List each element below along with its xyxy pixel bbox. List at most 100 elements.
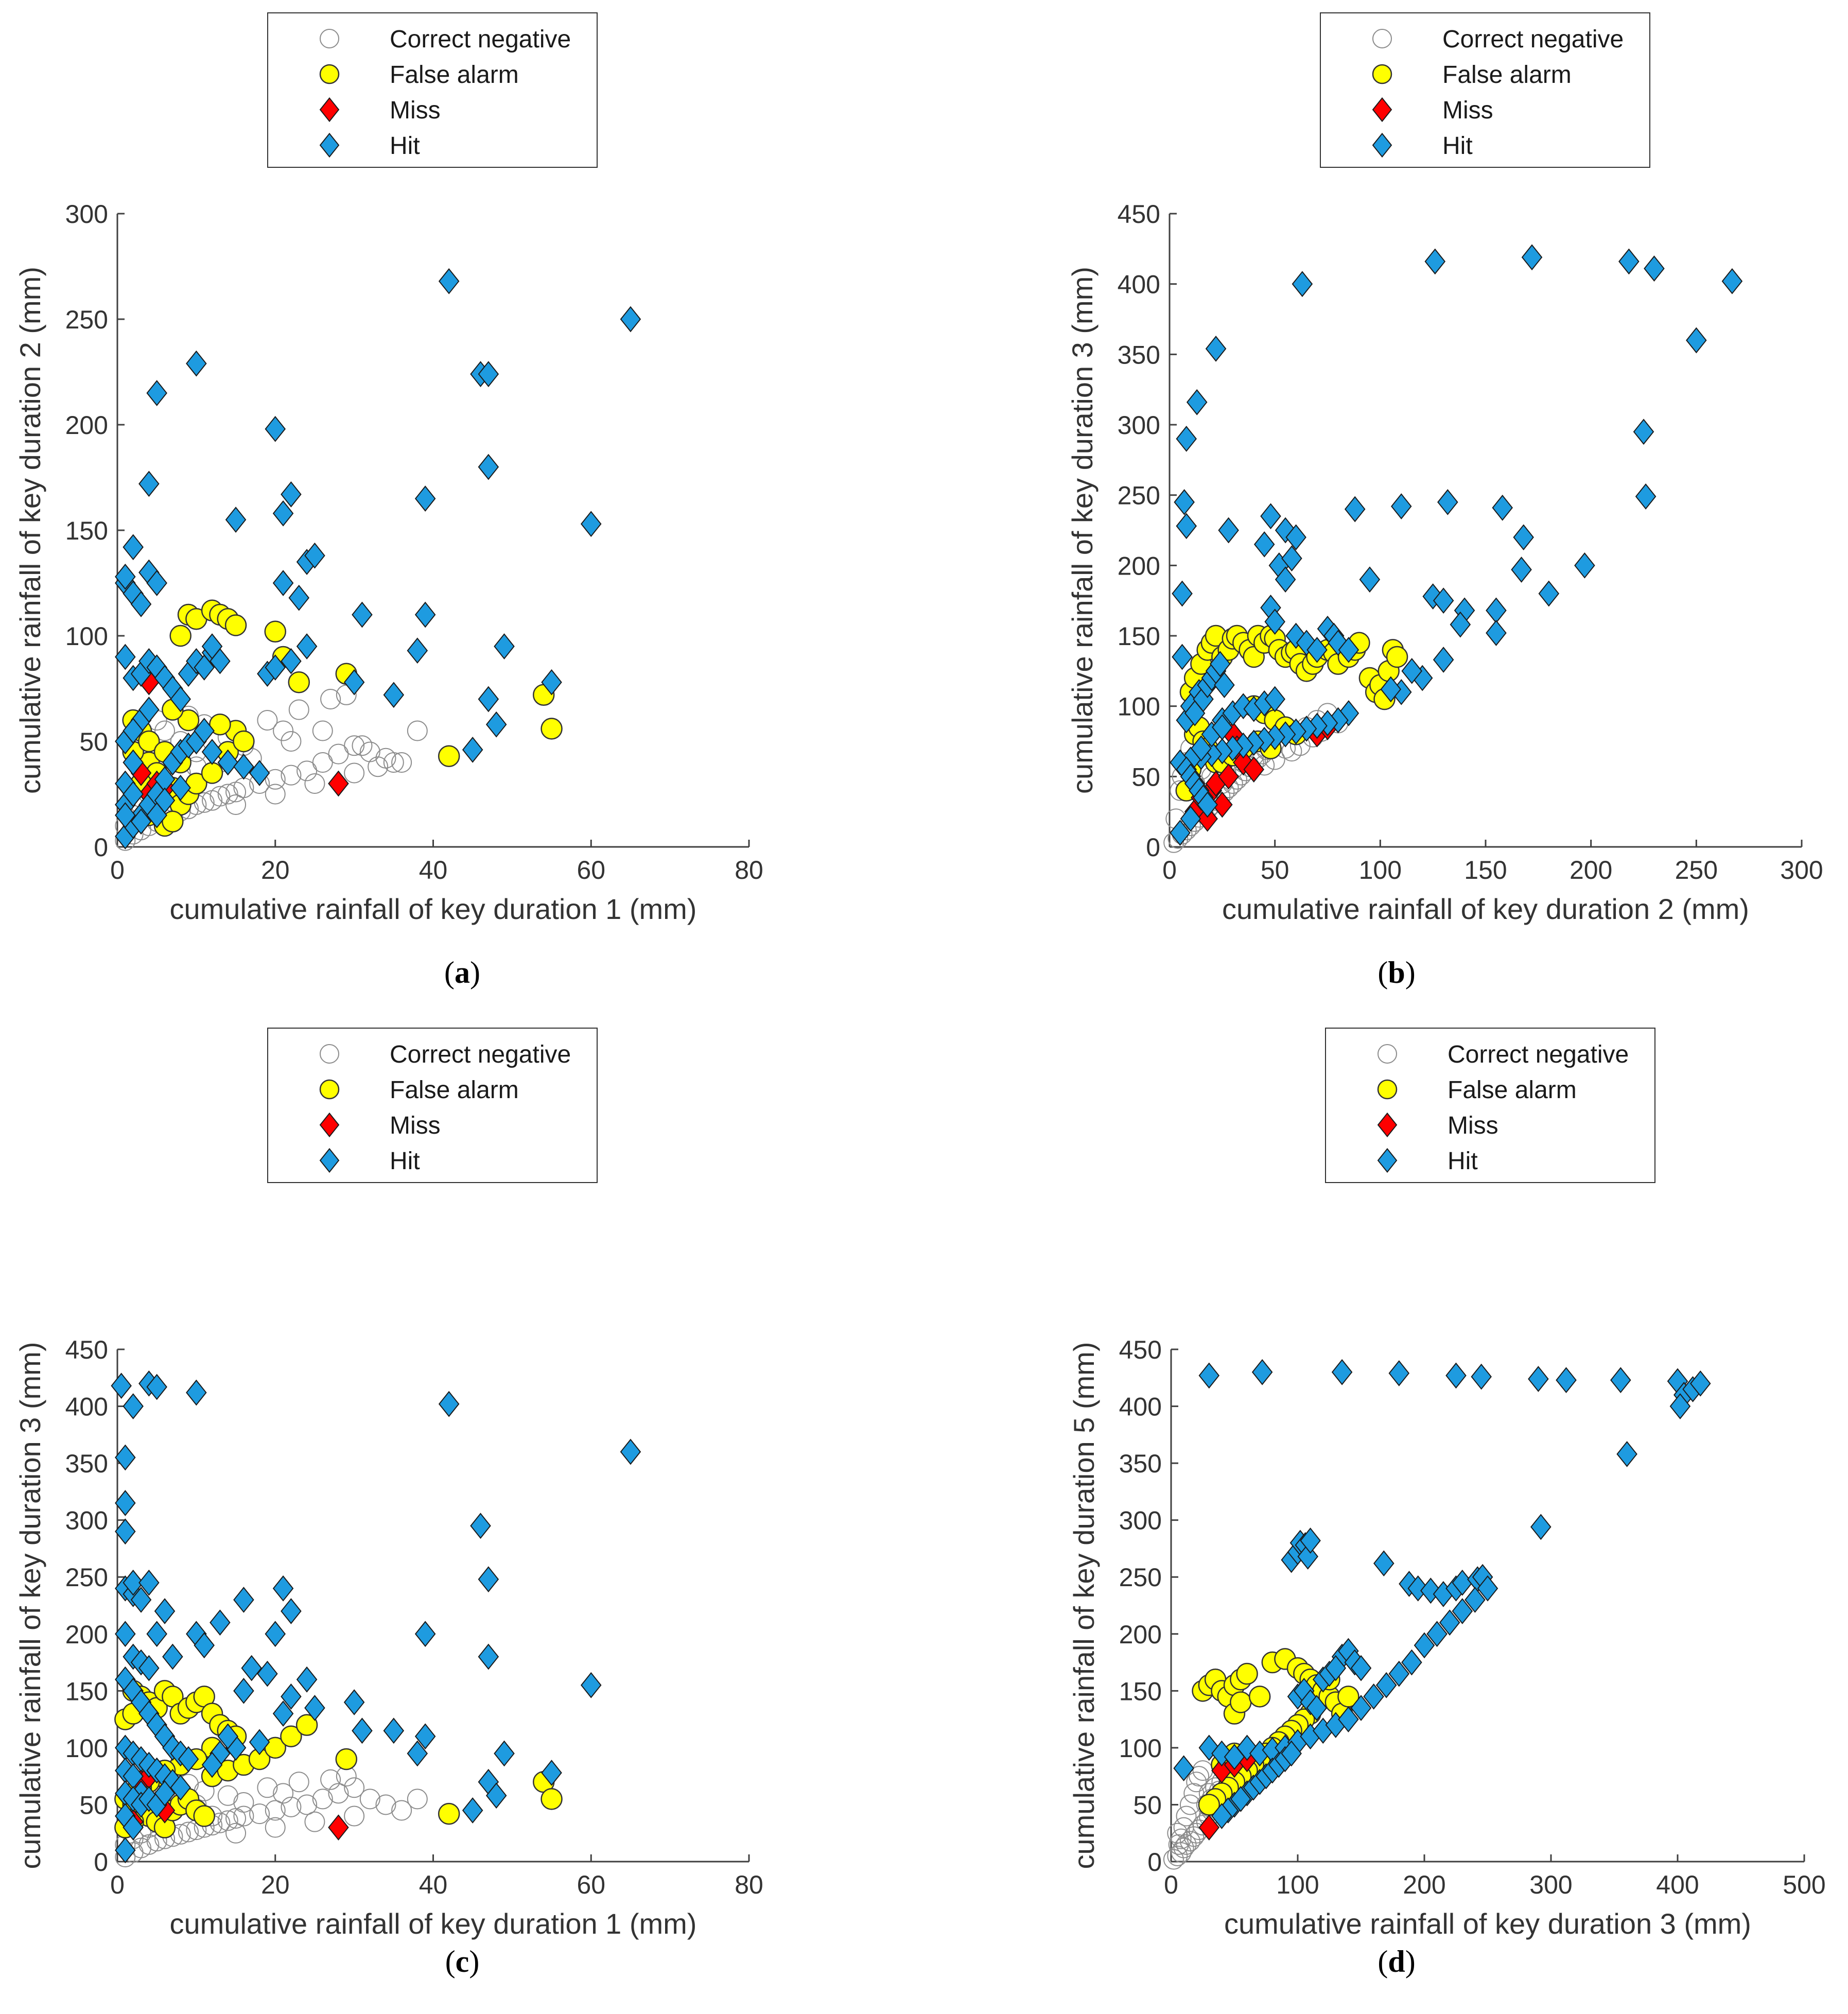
point-hit [1388, 1660, 1410, 1687]
point-hit [1209, 651, 1231, 678]
y-tick-label: 200 [1118, 551, 1160, 580]
axes-c: 0 20 40 60 80 0 50 100 150 200 250 300 350 400 450 [65, 1335, 763, 1899]
point-hit [1281, 545, 1302, 572]
legend-marker-correct-negative [1378, 1044, 1397, 1064]
y-tick-label: 50 [79, 1791, 108, 1819]
y-tick-label: 250 [1119, 1563, 1162, 1592]
point-correct-negative [154, 720, 176, 741]
point-correct-negative [344, 1805, 365, 1827]
point-correct-negative [178, 1821, 199, 1843]
series-hit [1170, 244, 1743, 846]
point-miss [1197, 805, 1218, 832]
x-tick-label: 300 [1780, 856, 1823, 884]
point-hit [225, 507, 247, 533]
point-hit [407, 1740, 428, 1767]
series-false-alarm [1175, 624, 1408, 802]
point-hit [1644, 255, 1665, 282]
point-hit [1338, 1706, 1359, 1732]
point-hit [272, 1700, 294, 1727]
point-correct-negative [297, 1794, 318, 1815]
point-hit [1390, 493, 1412, 519]
point-hit [146, 1621, 167, 1647]
point-correct-negative [1173, 1817, 1194, 1838]
point-hit [1197, 791, 1218, 818]
point-hit [1176, 425, 1197, 452]
point-hit [1530, 1514, 1551, 1540]
point-correct-negative [1192, 1760, 1213, 1781]
caption-a: (a) [444, 956, 480, 989]
point-hit [115, 1444, 136, 1471]
point-hit [304, 542, 325, 569]
x-tick-label: 20 [261, 1870, 290, 1899]
point-hit [162, 1643, 183, 1670]
point-correct-negative [265, 1800, 286, 1821]
point-correct-negative [368, 756, 389, 777]
scatter-plot-d: Correct negative False alarm Miss Hit 0 100 20… [1068, 1028, 1826, 1940]
legend-marker-false-alarm [319, 64, 340, 84]
point-hit [194, 718, 215, 744]
point-hit [438, 268, 460, 294]
point-hit [485, 711, 507, 738]
point-hit [1686, 327, 1707, 354]
point-hit [194, 1632, 215, 1659]
point-hit [1306, 636, 1328, 663]
point-correct-negative [407, 1789, 428, 1810]
legend-box [1325, 1028, 1655, 1183]
point-hit [1350, 1655, 1372, 1681]
y-tick-label: 0 [1147, 1848, 1162, 1877]
point-hit [414, 601, 436, 628]
series-hit [1173, 1359, 1711, 1829]
point-hit [1253, 531, 1275, 558]
point-hit [414, 1723, 436, 1750]
point-hit [233, 1587, 254, 1613]
point-false-alarm [224, 614, 247, 636]
point-hit [462, 1797, 483, 1824]
x-tick-label: 0 [110, 1870, 125, 1899]
point-hit [304, 1695, 325, 1721]
point-hit [1433, 647, 1454, 673]
point-false-alarm [1236, 1662, 1258, 1685]
point-hit [1285, 524, 1306, 551]
point-correct-negative [281, 1796, 302, 1817]
point-hit [1437, 489, 1458, 515]
point-hit [478, 361, 499, 387]
point-hit [146, 380, 167, 406]
point-hit [383, 682, 405, 708]
point-correct-negative [304, 773, 325, 794]
point-correct-negative [281, 765, 302, 786]
point-hit [1388, 1360, 1410, 1386]
point-miss [328, 1814, 349, 1841]
point-hit [1492, 494, 1513, 521]
point-hit [1172, 644, 1193, 670]
point-false-alarm [162, 810, 184, 833]
point-hit [249, 760, 270, 786]
point-hit [233, 753, 254, 780]
point-hit [257, 1660, 278, 1687]
y-tick-label: 50 [1131, 762, 1160, 791]
point-correct-negative [320, 1769, 341, 1790]
legend-label-false-alarm: False alarm [390, 61, 519, 89]
point-hit [494, 1740, 515, 1767]
point-false-alarm [264, 620, 286, 643]
point-hit [123, 718, 144, 744]
point-hit [138, 471, 160, 497]
y-tick-label: 0 [1146, 833, 1160, 862]
point-hit [170, 774, 191, 801]
point-hit [123, 749, 144, 776]
point-hit [138, 697, 160, 723]
point-hit [1380, 676, 1402, 703]
caption-b: (b) [1378, 956, 1416, 989]
point-hit [1528, 1366, 1549, 1392]
y-tick-label: 250 [65, 305, 108, 334]
y-tick-label: 100 [1118, 692, 1160, 721]
point-correct-negative [217, 1785, 238, 1806]
point-correct-negative [288, 1772, 309, 1793]
point-correct-negative [344, 735, 365, 756]
point-hit [1375, 1672, 1397, 1698]
point-hit [217, 749, 239, 776]
point-hit [1180, 805, 1201, 832]
point-hit [620, 1438, 641, 1465]
point-hit [1264, 609, 1285, 635]
point-hit [343, 669, 365, 696]
